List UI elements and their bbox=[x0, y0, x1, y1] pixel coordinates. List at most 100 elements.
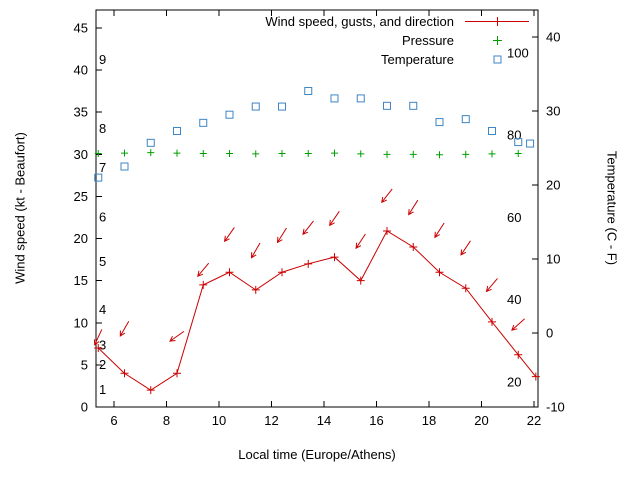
wind-gust-arrow bbox=[169, 330, 185, 342]
y-tick-label: 30 bbox=[74, 147, 88, 162]
pressure-point bbox=[383, 150, 391, 158]
beaufort-label: 1 bbox=[99, 382, 106, 397]
y2-tick-label: -10 bbox=[546, 400, 565, 415]
x-tick-label: 8 bbox=[163, 413, 170, 428]
x-tick-label: 14 bbox=[317, 413, 331, 428]
beaufort-label: 2 bbox=[99, 357, 106, 372]
y-tick-label: 45 bbox=[74, 21, 88, 36]
pressure-point bbox=[278, 149, 286, 157]
temperature-point bbox=[120, 162, 129, 171]
y2-tick-label: 20 bbox=[546, 178, 560, 193]
x-tick-label: 22 bbox=[527, 413, 541, 428]
fahrenheit-label: 20 bbox=[507, 374, 521, 389]
pressure-point bbox=[252, 150, 260, 158]
fahrenheit-label: 40 bbox=[507, 292, 521, 307]
temperature-point bbox=[526, 139, 535, 148]
wind-speed-point bbox=[383, 226, 391, 235]
wind-gust-arrow bbox=[119, 321, 130, 337]
wind-speed-point bbox=[435, 268, 444, 277]
y-tick-label: 25 bbox=[74, 189, 88, 204]
wind-legend-icon bbox=[464, 15, 530, 28]
fahrenheit-label: 60 bbox=[507, 210, 521, 225]
y-tick-label: 40 bbox=[74, 63, 88, 78]
wind-gust-arrow bbox=[460, 240, 471, 256]
y2-tick-label: 0 bbox=[546, 326, 553, 341]
pressure-point bbox=[514, 149, 522, 157]
wind-speed-point bbox=[531, 372, 540, 381]
fahrenheit-label: 80 bbox=[507, 128, 521, 143]
wind-gust-arrow bbox=[93, 329, 103, 346]
x-axis-title: Local time (Europe/Athens) bbox=[238, 447, 396, 462]
wind-gust-arrow bbox=[302, 220, 314, 236]
wind-speed-point bbox=[514, 350, 523, 359]
beaufort-label: 9 bbox=[99, 52, 106, 67]
temperature-point bbox=[225, 110, 234, 119]
y-tick-label: 20 bbox=[74, 231, 88, 246]
temperature-point bbox=[356, 94, 365, 103]
pressure-point bbox=[331, 149, 338, 157]
legend-row-pressure: Pressure bbox=[265, 31, 530, 50]
temperature-point bbox=[461, 115, 470, 124]
wind-gust-arrow bbox=[223, 227, 235, 243]
temperature-point bbox=[304, 87, 313, 96]
y-tick-label: 0 bbox=[81, 400, 88, 415]
legend-label-temperature: Temperature bbox=[381, 52, 454, 67]
wind-gust-arrow bbox=[329, 211, 340, 227]
wind-speed-point bbox=[488, 317, 496, 326]
wind-gust-arrow bbox=[408, 199, 419, 216]
temperature-point bbox=[488, 126, 496, 135]
y-axis-title: Wind speed (kt - Beaufort) bbox=[12, 132, 28, 284]
chart-legend: Wind speed, gusts, and direction Pressur… bbox=[265, 12, 530, 69]
beaufort-label: 8 bbox=[99, 121, 106, 136]
wind-speed-point bbox=[278, 268, 286, 277]
wind-gust-arrow bbox=[511, 318, 525, 331]
fahrenheit-label: 100 bbox=[507, 45, 529, 60]
pressure-legend-icon bbox=[464, 34, 530, 47]
x-tick-label: 16 bbox=[369, 413, 383, 428]
temperature-point bbox=[173, 126, 181, 135]
y-tick-label: 35 bbox=[74, 105, 88, 120]
pressure-point bbox=[357, 150, 365, 158]
y2-tick-label: 30 bbox=[546, 104, 560, 119]
temperature-point bbox=[278, 102, 286, 111]
temperature-point bbox=[435, 118, 444, 127]
beaufort-label: 7 bbox=[99, 160, 106, 175]
pressure-point bbox=[121, 149, 128, 157]
wind-speed-point bbox=[173, 369, 181, 378]
temperature-legend-icon bbox=[464, 53, 530, 66]
beaufort-label: 5 bbox=[99, 254, 106, 269]
temperature-point bbox=[94, 173, 103, 182]
pressure-point bbox=[462, 150, 470, 158]
pressure-point bbox=[94, 149, 102, 157]
legend-label-pressure: Pressure bbox=[401, 33, 454, 48]
wind-speed-point bbox=[251, 285, 260, 294]
x-tick-label: 10 bbox=[212, 413, 226, 428]
y-tick-label: 5 bbox=[81, 357, 88, 372]
wind-gust-arrow bbox=[197, 262, 210, 278]
beaufort-label: 4 bbox=[99, 302, 106, 317]
wind-speed-point bbox=[461, 284, 470, 293]
wind-speed-point bbox=[409, 242, 418, 251]
plot-border bbox=[95, 9, 539, 408]
wind-speed-point bbox=[94, 344, 103, 353]
wind-speed-point bbox=[225, 268, 234, 277]
pressure-point bbox=[147, 149, 155, 157]
pressure-point bbox=[226, 149, 233, 157]
wind-speed-point bbox=[356, 276, 365, 285]
x-tick-label: 20 bbox=[474, 413, 488, 428]
temperature-point bbox=[409, 101, 418, 110]
y-tick-label: 10 bbox=[74, 315, 88, 330]
legend-row-wind: Wind speed, gusts, and direction bbox=[265, 12, 530, 31]
wind-gust-arrow bbox=[381, 188, 393, 204]
temperature-point bbox=[330, 94, 339, 103]
temperature-point bbox=[146, 138, 155, 147]
wind-speed-line bbox=[97, 230, 537, 391]
temperature-point bbox=[199, 118, 208, 127]
temperature-point bbox=[514, 138, 523, 147]
wind-gust-arrow bbox=[276, 227, 287, 244]
pressure-point bbox=[173, 149, 181, 157]
wind-gust-arrow bbox=[434, 222, 445, 239]
y-tick-label: 15 bbox=[74, 273, 88, 288]
